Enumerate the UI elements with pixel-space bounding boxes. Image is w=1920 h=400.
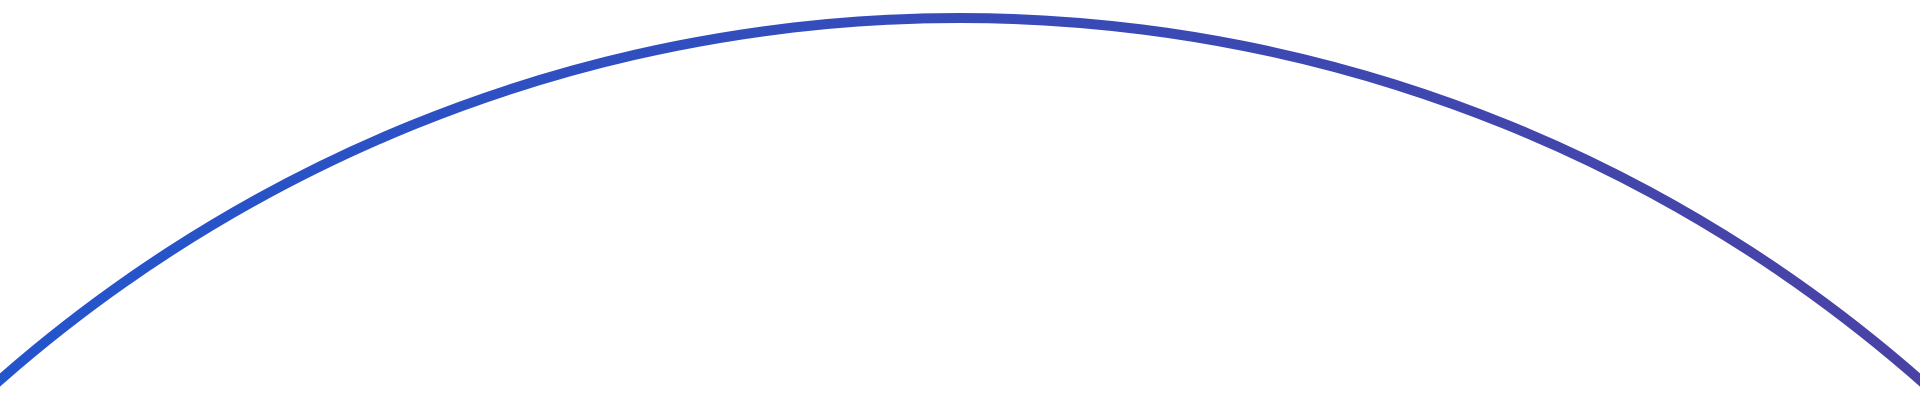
arc-line <box>0 13 1920 387</box>
